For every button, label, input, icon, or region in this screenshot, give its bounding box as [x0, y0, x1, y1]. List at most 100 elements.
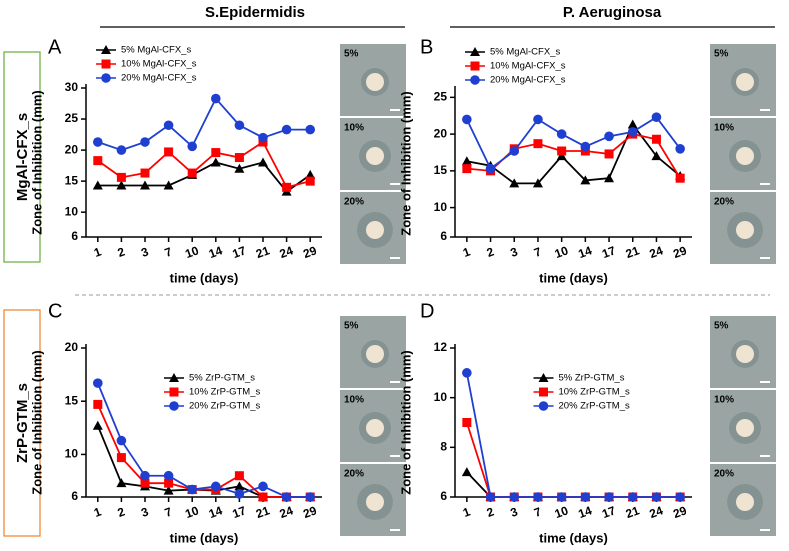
- image-label: 20%: [714, 197, 734, 208]
- x-tick-label: 10: [553, 503, 571, 521]
- marker: [470, 47, 480, 56]
- series-line: [97, 96, 311, 152]
- marker: [556, 492, 567, 502]
- marker: [538, 373, 549, 382]
- disc: [366, 73, 384, 91]
- disc: [366, 221, 384, 239]
- panel-label: B: [420, 36, 433, 58]
- marker: [462, 114, 472, 125]
- legend-label: 20% ZrP-GTM_s: [559, 401, 631, 412]
- marker: [604, 149, 614, 159]
- x-tick-label: 17: [230, 243, 248, 261]
- x-tick-label: 24: [278, 503, 296, 521]
- marker: [211, 93, 221, 104]
- x-tick-label: 24: [647, 243, 665, 261]
- marker: [533, 114, 543, 125]
- marker: [462, 418, 472, 427]
- legend-label: 20% MgAl-CFX_s: [490, 75, 566, 86]
- marker: [509, 492, 520, 502]
- legend-label: 20% MgAl-CFX_s: [121, 73, 197, 84]
- series-line: [97, 140, 311, 189]
- marker: [556, 151, 567, 161]
- marker: [258, 157, 268, 167]
- disc: [736, 147, 754, 165]
- x-tick-label: 2: [485, 504, 496, 520]
- y-tick-label: 15: [434, 163, 448, 177]
- x-tick-label: 14: [576, 503, 594, 521]
- disc: [736, 73, 754, 91]
- marker: [93, 137, 103, 147]
- x-tick-label: 29: [301, 243, 319, 261]
- marker: [169, 387, 179, 397]
- series-line: [466, 115, 681, 171]
- y-axis-label: Zone of Inhibition (mm): [398, 91, 413, 235]
- marker: [116, 435, 127, 446]
- x-tick-label: 10: [183, 503, 201, 521]
- x-tick-label: 17: [600, 503, 618, 521]
- marker: [101, 59, 111, 69]
- marker: [93, 156, 103, 166]
- x-tick-label: 7: [532, 244, 543, 260]
- x-tick-label: 14: [207, 503, 225, 521]
- marker: [604, 131, 614, 142]
- marker: [675, 173, 685, 183]
- series-line: [465, 422, 681, 498]
- x-axis-label: time (days): [170, 530, 239, 545]
- y-tick-label: 30: [65, 80, 79, 94]
- y-tick-label: 10: [434, 200, 448, 214]
- marker: [116, 145, 127, 155]
- y-tick-label: 10: [65, 204, 79, 218]
- row-title: ZrP-GTM_s: [14, 383, 31, 463]
- marker: [234, 163, 245, 173]
- marker: [163, 180, 174, 190]
- image-label: 20%: [344, 469, 364, 480]
- y-tick-label: 10: [434, 390, 448, 404]
- y-tick-label: 15: [65, 393, 79, 407]
- marker: [538, 401, 549, 411]
- marker: [187, 141, 197, 152]
- marker: [461, 467, 472, 477]
- disc: [366, 493, 384, 511]
- image-label: 5%: [344, 49, 359, 60]
- y-tick-label: 6: [440, 489, 447, 503]
- legend-label: 5% MgAl-CFX_s: [121, 45, 191, 56]
- series-line: [97, 161, 311, 193]
- y-tick-label: 6: [71, 489, 78, 503]
- x-tick-label: 14: [576, 243, 594, 261]
- marker: [93, 378, 103, 388]
- image-label: 5%: [344, 321, 359, 332]
- x-tick-label: 10: [553, 243, 571, 261]
- marker: [210, 157, 221, 167]
- x-tick-label: 29: [301, 503, 319, 521]
- marker: [675, 144, 685, 154]
- x-tick-label: 21: [624, 503, 642, 521]
- marker: [305, 492, 316, 502]
- y-axis-label: Zone of Inhibition (mm): [29, 350, 44, 494]
- legend-label: 10% MgAl-CFX_s: [121, 59, 197, 70]
- marker: [116, 180, 127, 190]
- marker: [164, 478, 174, 488]
- y-tick-label: 20: [65, 340, 79, 354]
- x-tick-label: 1: [92, 244, 103, 260]
- y-tick-label: 12: [434, 340, 448, 354]
- marker: [627, 119, 638, 129]
- panel-label: A: [48, 36, 62, 58]
- x-tick-label: 17: [230, 503, 248, 521]
- marker: [675, 492, 685, 502]
- marker: [258, 481, 268, 492]
- marker: [627, 127, 638, 137]
- y-axis-label: Zone of Inhibition (mm): [398, 350, 413, 494]
- marker: [470, 61, 480, 71]
- marker: [140, 470, 150, 481]
- series-line: [466, 471, 681, 498]
- legend-label: 5% ZrP-GTM_s: [189, 373, 255, 384]
- y-tick-label: 10: [65, 447, 79, 461]
- column-title: S.Epidermidis: [205, 4, 305, 21]
- marker: [234, 471, 244, 481]
- x-tick-label: 1: [461, 504, 472, 520]
- x-tick-label: 1: [92, 504, 103, 520]
- y-tick-label: 6: [440, 229, 447, 243]
- image-label: 10%: [714, 395, 734, 406]
- disc: [366, 419, 384, 437]
